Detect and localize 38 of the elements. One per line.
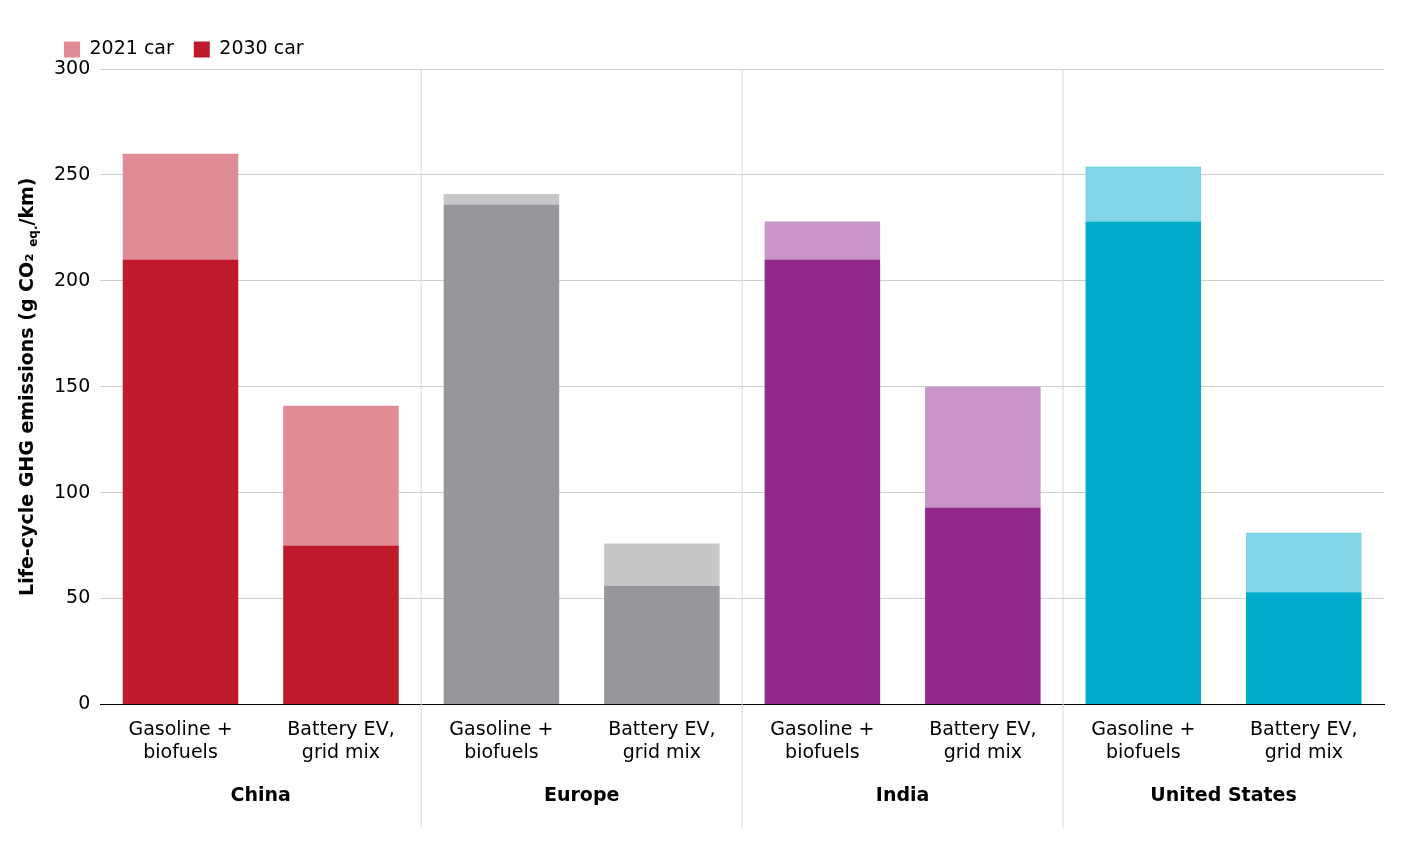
text: United States (1150, 783, 1297, 806)
y-tick-label: 0 (78, 691, 91, 714)
x-tick-label: Battery EV, grid mix (929, 716, 1037, 762)
x-tick-label: Battery EV, grid mix (608, 716, 716, 762)
text: China (230, 783, 291, 806)
y-tick-label: 100 (54, 479, 91, 502)
bar (764, 259, 881, 704)
x-tick-label: Gasoline + biofuels (449, 716, 554, 762)
x-tick-label: Gasoline + biofuels (770, 716, 875, 762)
y-tick-label: 50 (66, 585, 91, 608)
bar (1085, 166, 1202, 222)
bar (925, 386, 1041, 508)
bar (1085, 221, 1202, 704)
bar (283, 545, 399, 704)
bar (122, 259, 239, 704)
bar (604, 543, 720, 586)
text: India (875, 783, 930, 806)
bar (604, 585, 720, 704)
bar (925, 507, 1041, 704)
x-tick-label: Battery EV, grid mix (287, 716, 395, 762)
x-tick-label: Battery EV, grid mix (1250, 716, 1358, 762)
legend-label: 2030 car (219, 36, 304, 59)
bar (443, 193, 560, 205)
legend-label: 2021 car (89, 36, 174, 59)
y-tick-label: 200 (54, 267, 91, 290)
x-tick-label: Gasoline + biofuels (128, 716, 233, 762)
bar (122, 153, 239, 260)
y-tick-label: 150 (54, 373, 91, 396)
y-tick-label: 250 (54, 161, 91, 184)
bar (283, 405, 399, 546)
y-axis-title: Life-cycle GHG emissions (g CO₂ eq./km) (14, 177, 41, 596)
text: Europe (543, 783, 620, 806)
bar (1246, 592, 1362, 704)
bar (443, 204, 560, 704)
y-tick-label: 300 (54, 55, 91, 78)
bar (764, 221, 881, 260)
x-tick-label: Gasoline + biofuels (1091, 716, 1196, 762)
bar (1246, 532, 1362, 593)
